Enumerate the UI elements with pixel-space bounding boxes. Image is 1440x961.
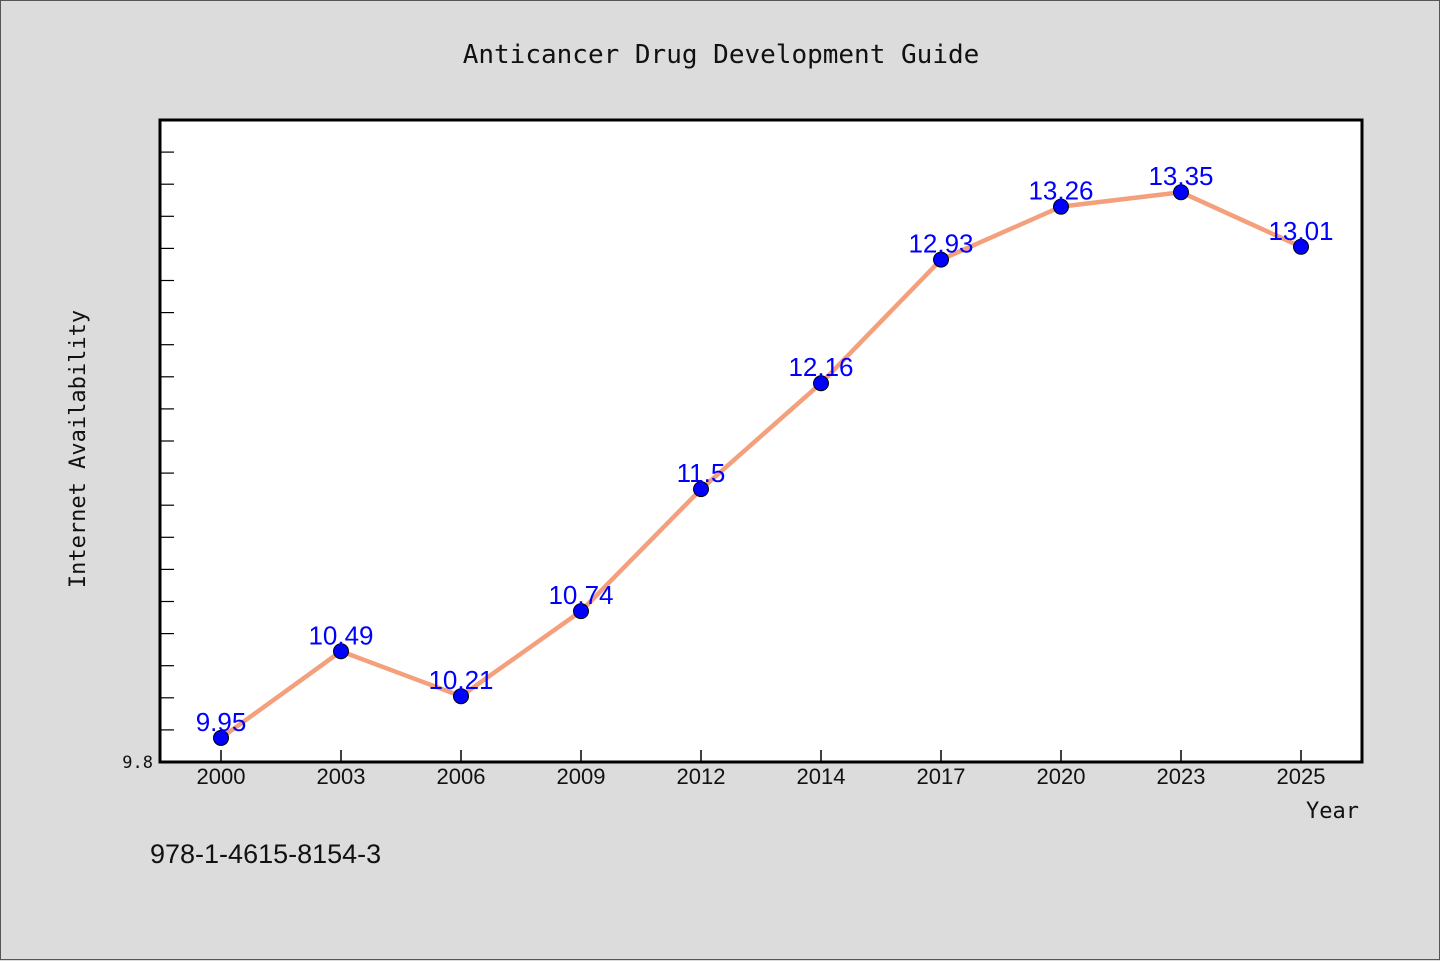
x-tick-label: 2006: [437, 764, 486, 789]
x-tick-label: 2020: [1037, 764, 1086, 789]
x-tick-label: 2009: [557, 764, 606, 789]
y-tick-label: 9.8: [122, 753, 153, 773]
data-point: [813, 375, 829, 392]
plot-area: [158, 118, 1364, 764]
data-point: [693, 481, 709, 498]
data-label: 10.49: [308, 620, 373, 650]
data-point: [573, 603, 589, 620]
data-label: 12.93: [908, 229, 973, 259]
chart-title: Anticancer Drug Development Guide: [463, 40, 980, 70]
data-label: 10.74: [548, 580, 613, 610]
x-tick-label: 2003: [317, 764, 366, 789]
x-tick-label: 2023: [1157, 764, 1206, 789]
data-point: [453, 688, 469, 705]
series-group: 9.95 10.49 10.21 10.74 11.5 12.16 12.93 13.26 13…: [196, 161, 1334, 746]
y-axis-ticks: [160, 151, 174, 731]
y-axis-label: Internet Availability: [66, 310, 91, 588]
data-point: [1053, 198, 1069, 215]
data-point: [933, 251, 949, 268]
x-tick-label: 2017: [917, 764, 966, 789]
x-axis-ticks: 2000 2003 2006 2009 2012 2014 2017 2020 2023 2025: [197, 750, 1326, 789]
x-tick-label: 2014: [797, 764, 846, 789]
data-label: 9.95: [196, 707, 247, 737]
data-point: [1293, 238, 1309, 255]
data-label: 13.01: [1268, 216, 1333, 246]
data-label: 13.35: [1148, 161, 1213, 191]
x-tick-label: 2000: [197, 764, 246, 789]
data-label: 10.21: [428, 665, 493, 695]
isbn-label: 978-1-4615-8154-3: [150, 839, 381, 869]
series-line: [218, 189, 1304, 741]
data-point: [333, 643, 349, 660]
data-point: [213, 729, 229, 746]
x-axis-label: Year: [1306, 799, 1359, 824]
data-label: 12.16: [788, 352, 853, 382]
x-tick-label: 2025: [1277, 764, 1326, 789]
data-label: 11.5: [677, 458, 726, 488]
data-point: [1173, 184, 1189, 201]
data-label: 13.26: [1028, 176, 1093, 206]
x-tick-label: 2012: [677, 764, 726, 789]
